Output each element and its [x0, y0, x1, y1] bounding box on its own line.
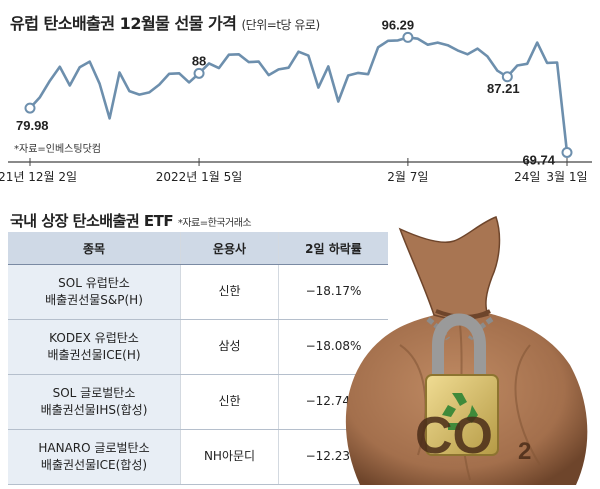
chart-unit: (단위=t당 유로): [241, 18, 321, 32]
etf-name-line1: HANARO 글로벌탄소: [38, 440, 150, 455]
company-cell: 신한: [180, 374, 279, 430]
data-point-marker: [561, 146, 573, 158]
lock-body: [425, 374, 499, 456]
data-point-marker: [193, 67, 205, 79]
etf-table-title-text: 국내 상장 탄소배출권 ETF: [10, 212, 174, 230]
etf-name-line2: 배출권선물ICE(합성): [40, 458, 148, 472]
etf-name-line1: SOL 유럽탄소: [58, 275, 130, 290]
price-line-chart: 79.98 88 96.29 87.21 69.74: [8, 17, 592, 167]
etf-name-cell: SOL 글로벌탄소 배출권선물IHS(합성): [8, 374, 181, 430]
data-point-marker: [501, 71, 513, 83]
co2-text: CO: [415, 407, 493, 465]
co2-subscript: 2: [518, 438, 531, 465]
data-point-label: 96.29: [382, 17, 415, 32]
x-tick-label: 2월 7일: [387, 170, 429, 184]
data-point-label: 87.21: [487, 81, 520, 96]
chart-title: 유럽 탄소배출권 12월물 선물 가격 (단위=t당 유로): [10, 10, 320, 34]
etf-name-line1: SOL 글로벌탄소: [52, 385, 136, 400]
etf-name-cell: SOL 유럽탄소 배출권선물S&P(H): [8, 264, 181, 320]
chart-source: *자료=인베스팅닷컴: [14, 144, 101, 155]
etf-name-line1: KODEX 유럽탄소: [49, 330, 139, 345]
lock-shackle: [432, 313, 486, 385]
x-tick-label: 24일: [514, 170, 541, 184]
etf-name-line2: 배출권선물ICE(H): [47, 348, 141, 362]
data-point-label: 79.98: [16, 118, 49, 133]
company-cell: 삼성: [180, 319, 279, 375]
etf-name-cell: HANARO 글로벌탄소 배출권선물ICE(합성): [8, 429, 181, 485]
drop-cell: −18.17%: [278, 264, 388, 320]
chart-title-text: 유럽 탄소배출권 12월물 선물 가격: [10, 14, 237, 33]
table-row: HANARO 글로벌탄소 배출권선물ICE(합성) NH아문디 −12.23%: [8, 429, 388, 485]
company-cell: NH아문디: [180, 429, 279, 485]
data-point-label: 88: [192, 53, 206, 68]
etf-name-line2: 배출권선물S&P(H): [45, 293, 143, 307]
table-row: SOL 유럽탄소 배출권선물S&P(H) 신한 −18.17%: [8, 264, 388, 320]
table-header-row: 종목 운용사 2일 하락률: [8, 232, 388, 265]
col-header-company: 운용사: [180, 232, 279, 265]
data-point-label: 69.74: [522, 152, 555, 167]
data-point-marker: [24, 102, 36, 114]
table-row: SOL 글로벌탄소 배출권선물IHS(합성) 신한 −12.74%: [8, 374, 388, 430]
recycle-icon: [442, 393, 478, 430]
etf-table: 종목 운용사 2일 하락률 SOL 유럽탄소 배출권선물S&P(H) 신한 −1…: [8, 232, 388, 485]
col-header-drop: 2일 하락률: [278, 232, 388, 265]
etf-name-cell: KODEX 유럽탄소 배출권선물ICE(H): [8, 319, 181, 375]
etf-table-note: *자료=한국거래소: [177, 218, 252, 229]
carbon-bag-illustration: CO 2: [330, 215, 598, 489]
bag-neck: [398, 216, 501, 321]
x-tick-label: 3월 1일: [546, 170, 588, 184]
company-cell: 신한: [180, 264, 279, 320]
etf-table-title: 국내 상장 탄소배출권 ETF *자료=한국거래소: [10, 210, 252, 231]
etf-name-line2: 배출권선물IHS(합성): [40, 403, 148, 417]
col-header-name: 종목: [8, 232, 181, 265]
table-row: KODEX 유럽탄소 배출권선물ICE(H) 삼성 −18.08%: [8, 319, 388, 375]
x-tick-label: 2021년 12월 2일: [0, 170, 78, 184]
x-tick-label: 2022년 1월 5일: [155, 170, 243, 184]
data-point-marker: [402, 31, 414, 43]
price-series-line: [29, 36, 569, 153]
